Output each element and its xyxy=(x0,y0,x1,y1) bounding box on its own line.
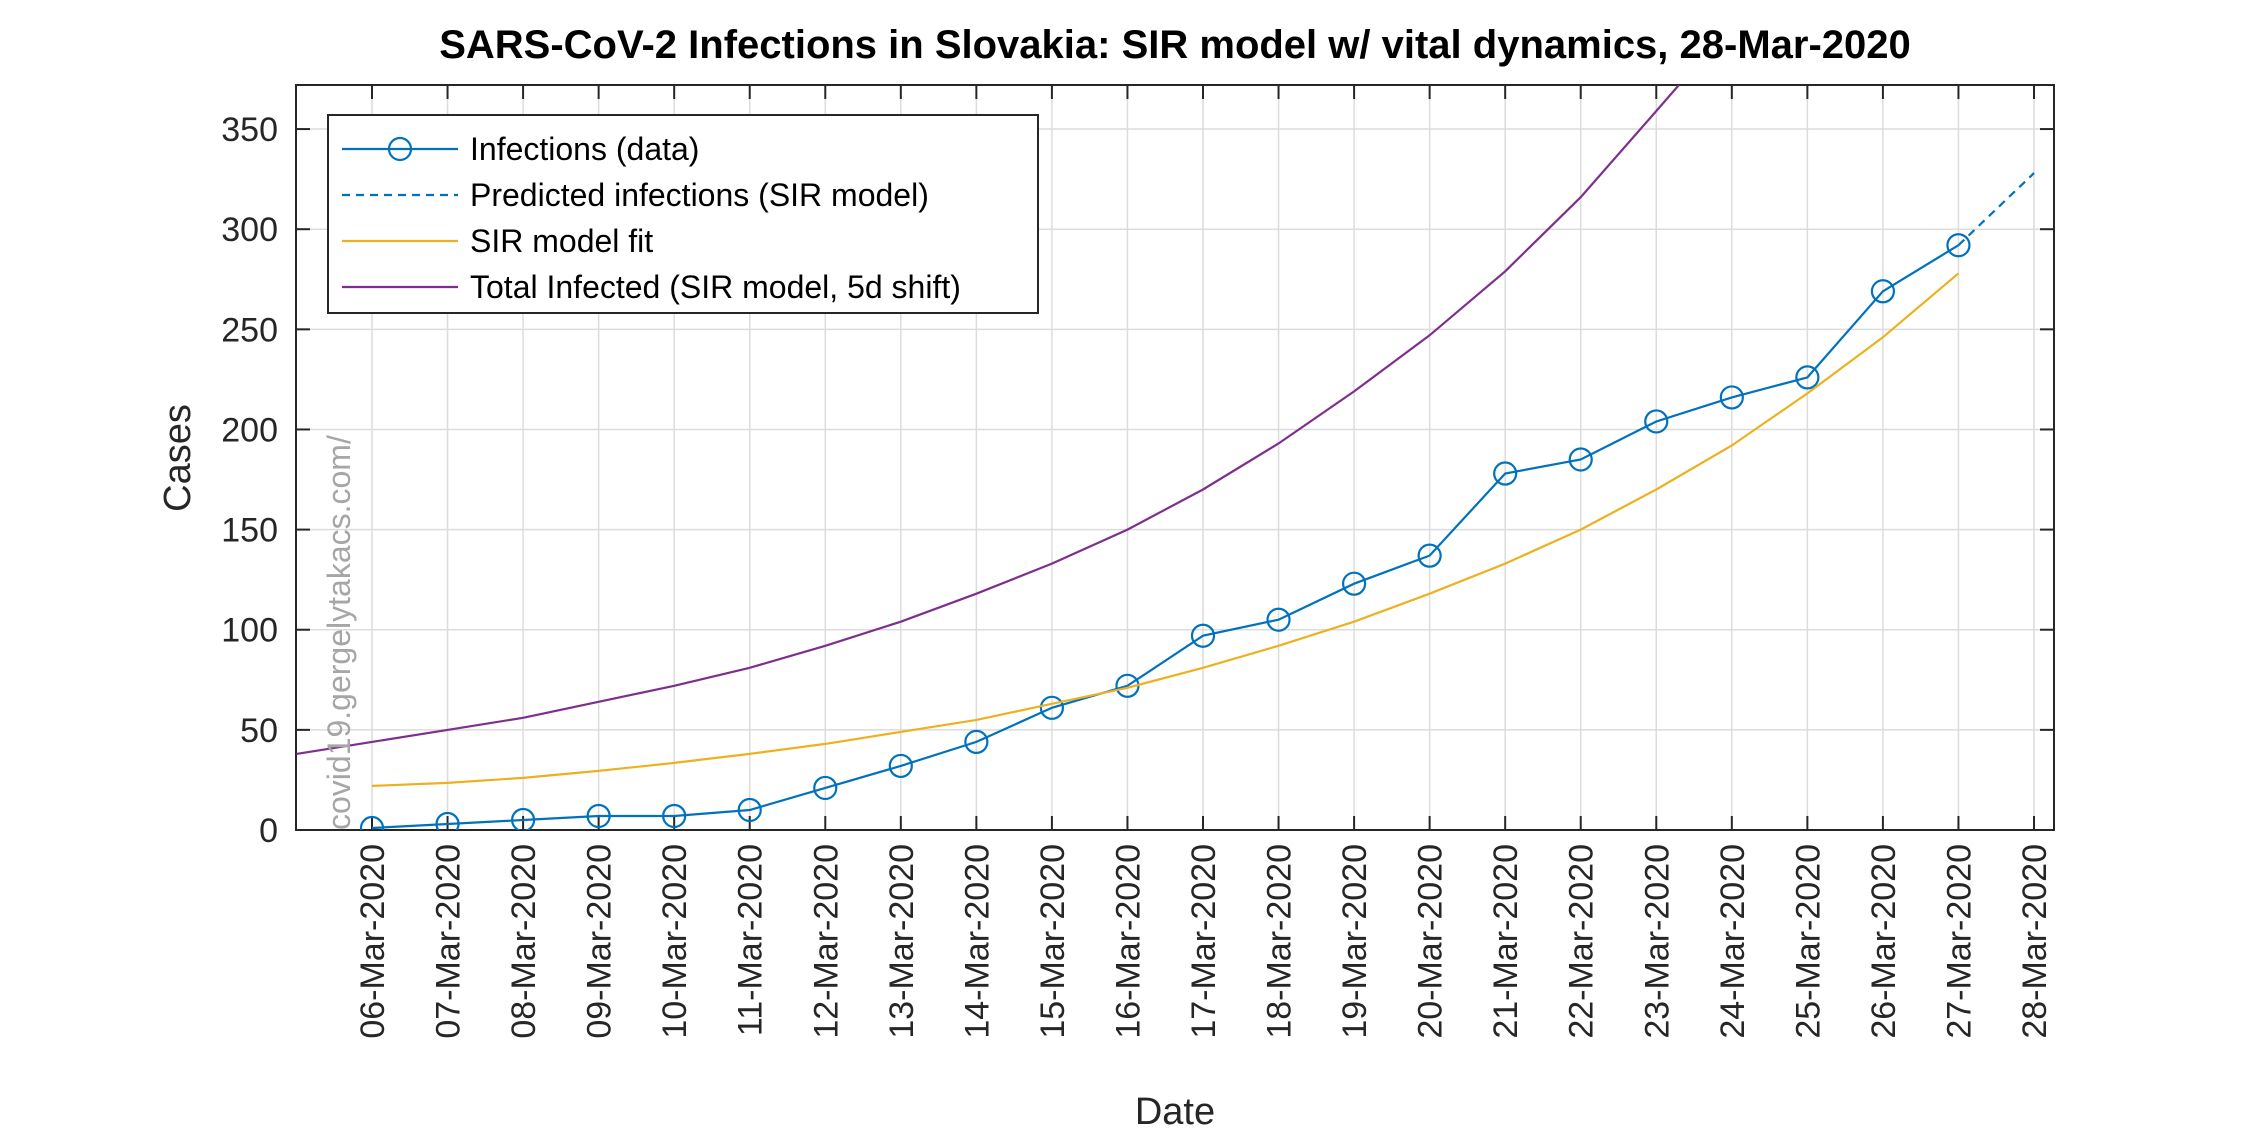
x-tick-label: 10-Mar-2020 xyxy=(656,844,694,1039)
x-tick-label: 21-Mar-2020 xyxy=(1487,844,1525,1039)
series-line xyxy=(371,244,1960,830)
y-axis: 0 50 100 150 200 250 300 350 xyxy=(221,111,2054,850)
data-point xyxy=(964,729,989,754)
data-point xyxy=(1795,365,1820,390)
x-tick-label: 13-Mar-2020 xyxy=(883,844,921,1039)
x-tick-label: 22-Mar-2020 xyxy=(1563,844,1601,1039)
x-tick-label: 08-Mar-2020 xyxy=(505,844,543,1039)
x-tick-label: 24-Mar-2020 xyxy=(1714,844,1752,1039)
x-tick-label: 27-Mar-2020 xyxy=(1940,844,1978,1039)
data-point xyxy=(737,797,762,823)
legend-label: Infections (data) xyxy=(470,131,699,167)
x-tick-label: 19-Mar-2020 xyxy=(1336,844,1374,1039)
data-point xyxy=(1493,461,1518,486)
x-tick-label: 25-Mar-2020 xyxy=(1789,844,1827,1039)
data-point xyxy=(586,803,611,829)
series-line xyxy=(1957,172,2035,246)
x-tick-label: 23-Mar-2020 xyxy=(1638,844,1676,1039)
x-tick-label: 12-Mar-2020 xyxy=(807,844,845,1039)
data-point xyxy=(1568,447,1593,472)
data-point xyxy=(1190,623,1216,648)
x-axis-label: Date xyxy=(1135,1091,1215,1133)
x-tick-label: 15-Mar-2020 xyxy=(1034,844,1072,1039)
x-tick-label: 20-Mar-2020 xyxy=(1412,844,1450,1039)
x-tick-label: 16-Mar-2020 xyxy=(1109,844,1147,1039)
data-point xyxy=(1039,695,1065,720)
data-point xyxy=(662,803,687,829)
y-tick-label: 100 xyxy=(221,612,278,650)
legend-label: Total Infected (SIR model, 5d shift) xyxy=(470,269,961,305)
chart-title: SARS-CoV-2 Infections in Slovakia: SIR m… xyxy=(439,23,1911,67)
x-tick-label: 14-Mar-2020 xyxy=(958,844,996,1039)
y-axis-label: Cases xyxy=(157,404,199,512)
data-point xyxy=(1341,571,1367,596)
data-point xyxy=(1870,279,1896,304)
data-point xyxy=(1266,607,1291,632)
watermark: covid19.gergelytakacs.com/ xyxy=(321,435,357,830)
x-tick-label: 09-Mar-2020 xyxy=(581,844,619,1039)
legend-marker xyxy=(387,136,413,162)
data-point xyxy=(1719,385,1744,410)
x-tick-label: 11-Mar-2020 xyxy=(732,844,770,1036)
x-tick-label: 17-Mar-2020 xyxy=(1185,844,1223,1039)
y-tick-label: 150 xyxy=(221,512,278,550)
x-tick-label: 28-Mar-2020 xyxy=(2016,844,2054,1039)
series xyxy=(296,85,2035,830)
y-tick-label: 300 xyxy=(221,211,278,249)
x-tick-label: 18-Mar-2020 xyxy=(1261,844,1299,1039)
x-axis: 06-Mar-2020 07-Mar-2020 08-Mar-2020 09-Mar-… xyxy=(354,85,2054,1039)
y-tick-label: 0 xyxy=(259,812,278,850)
y-tick-label: 250 xyxy=(221,311,278,349)
legend-label: Predicted infections (SIR model) xyxy=(470,177,929,213)
series-line xyxy=(371,272,1960,787)
x-tick-label: 07-Mar-2020 xyxy=(430,844,468,1039)
series-line xyxy=(296,85,1680,755)
data-point xyxy=(813,775,838,801)
y-tick-label: 200 xyxy=(221,411,278,449)
x-tick-label: 06-Mar-2020 xyxy=(354,844,392,1039)
data-point xyxy=(435,811,460,830)
data-point xyxy=(359,815,385,830)
x-tick-label: 26-Mar-2020 xyxy=(1865,844,1903,1039)
data-point xyxy=(888,753,913,779)
data-point xyxy=(1417,543,1442,568)
data-point xyxy=(1946,233,1971,258)
legend: Infections (data) Predicted infections (S… xyxy=(327,114,1039,314)
plot-area xyxy=(295,84,2055,831)
data-point xyxy=(1644,409,1669,434)
data-point xyxy=(510,807,536,830)
legend-label: SIR model fit xyxy=(470,223,653,259)
y-tick-label: 50 xyxy=(240,712,278,750)
y-tick-label: 350 xyxy=(221,111,278,149)
